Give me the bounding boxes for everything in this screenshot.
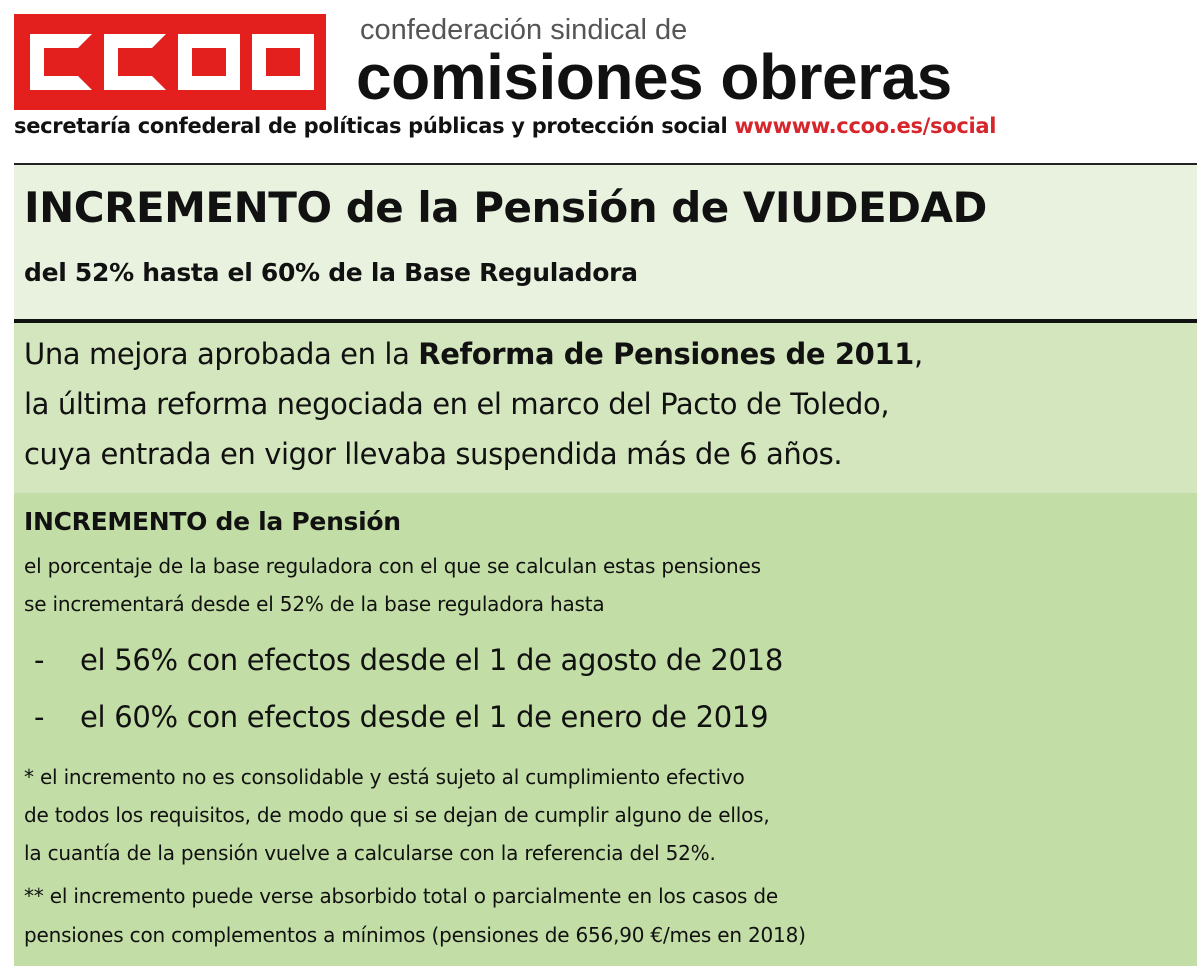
intro-line-1: Una mejora aprobada en la Reforma de Pen… — [24, 337, 923, 371]
intro-line-1-bold: Reforma de Pensiones de 2011 — [418, 337, 914, 371]
org-top-line: confederación sindical de — [360, 14, 688, 46]
note-1-line-1: * el incremento no es consolidable y est… — [24, 765, 745, 789]
details-text-2: se incrementará desde el 52% de la base … — [24, 592, 605, 616]
intro-section: Una mejora aprobada en la Reforma de Pen… — [14, 323, 1197, 493]
details-text-1: el porcentaje de la base reguladora con … — [24, 554, 761, 578]
page-subtitle: del 52% hasta el 60% de la Base Regulado… — [24, 258, 638, 287]
bullet-text: el 56% con efectos desde el 1 de agosto … — [80, 643, 783, 677]
logo-letter-o — [252, 34, 314, 90]
list-item: - el 56% con efectos desde el 1 de agosto… — [34, 643, 783, 677]
intro-line-1-post: , — [913, 337, 923, 371]
note-2-line-1: ** el incremento puede verse absorbido t… — [24, 884, 778, 908]
intro-line-2: la última reforma negociada en el marco … — [24, 387, 890, 421]
bullet-dash: - — [34, 643, 45, 677]
details-section: INCREMENTO de la Pensión el porcentaje d… — [14, 493, 1197, 966]
intro-line-3: cuya entrada en vigor llevaba suspendida… — [24, 437, 843, 471]
list-item: - el 60% con efectos desde el 1 de enero … — [34, 700, 769, 734]
logo-letter-c — [30, 34, 92, 90]
page-title: INCREMENTO de la Pensión de VIUDEDAD — [24, 183, 987, 232]
logo-letter-c — [104, 34, 166, 90]
title-box: INCREMENTO de la Pensión de VIUDEDAD del… — [14, 163, 1197, 323]
website-link[interactable]: wwwww.ccoo.es/social — [734, 114, 997, 138]
org-name: comisiones obreras — [356, 41, 952, 113]
intro-line-1-pre: Una mejora aprobada en la — [24, 337, 419, 371]
secretaria-line: secretaría confederal de políticas públi… — [14, 114, 996, 138]
note-1-line-2: de todos los requisitos, de modo que si … — [24, 803, 770, 827]
secretaria-text: secretaría confederal de políticas públi… — [14, 114, 728, 138]
note-2-line-2: pensiones con complementos a mínimos (pe… — [24, 923, 806, 947]
bullet-dash: - — [34, 700, 45, 734]
ccoo-logo — [14, 14, 326, 110]
logo-letter-o — [178, 34, 240, 90]
note-1-line-3: la cuantía de la pensión vuelve a calcul… — [24, 841, 716, 865]
bullet-text: el 60% con efectos desde el 1 de enero d… — [80, 700, 769, 734]
details-heading: INCREMENTO de la Pensión — [24, 507, 401, 536]
